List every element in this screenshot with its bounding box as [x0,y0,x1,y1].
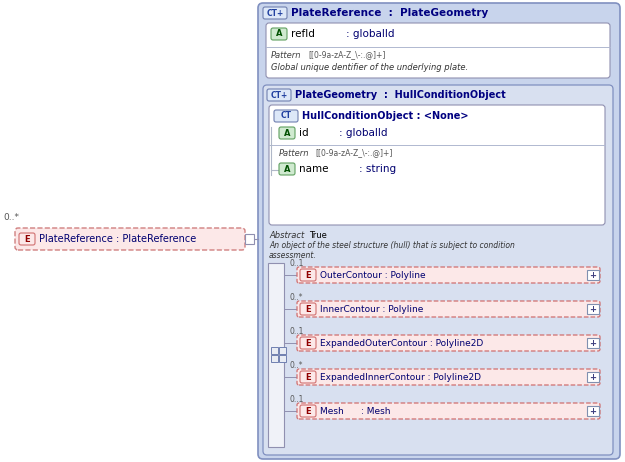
FancyBboxPatch shape [19,233,35,245]
FancyBboxPatch shape [267,89,291,101]
FancyBboxPatch shape [274,110,298,122]
Bar [279,355,286,362]
Text: InnerContour : Polyline: InnerContour : Polyline [320,304,423,314]
Text: Pattern: Pattern [271,50,301,60]
Text: ExpandedOuterContour : Polyline2D: ExpandedOuterContour : Polyline2D [320,339,483,347]
Text: CT: CT [281,111,291,121]
Text: Pattern: Pattern [279,148,309,158]
Text: HullConditionObject : <None>: HullConditionObject : <None> [302,111,469,121]
Text: CT+: CT+ [266,8,284,18]
Text: +: + [589,372,596,382]
FancyBboxPatch shape [297,369,600,385]
Text: E: E [24,235,30,243]
Text: id: id [299,128,309,138]
FancyBboxPatch shape [266,23,610,78]
Text: E: E [305,407,311,415]
Bar [587,338,599,348]
Text: CT+: CT+ [271,91,288,99]
Text: A: A [276,30,282,38]
Text: +: + [589,339,596,347]
Text: An object of the steel structure (hull) that is subject to condition: An object of the steel structure (hull) … [269,242,515,250]
FancyBboxPatch shape [271,28,287,40]
Bar [271,347,278,354]
FancyBboxPatch shape [300,405,316,417]
FancyBboxPatch shape [279,163,295,175]
Text: +: + [589,407,596,415]
Bar [587,406,599,416]
Text: PlateReference : PlateReference: PlateReference : PlateReference [39,234,196,244]
Text: : globalId: : globalId [346,29,394,39]
FancyBboxPatch shape [279,127,295,139]
Bar [279,347,286,354]
Text: [[0-9a-zA-Z_\-:.@]+]: [[0-9a-zA-Z_\-:.@]+] [315,148,392,158]
Text: E: E [305,304,311,314]
FancyBboxPatch shape [263,85,613,455]
Text: +: + [589,304,596,314]
FancyBboxPatch shape [300,303,316,315]
Text: : string: : string [359,164,396,174]
FancyBboxPatch shape [263,7,287,19]
Text: 0..1: 0..1 [289,395,303,403]
Bar [587,304,599,314]
FancyBboxPatch shape [297,267,600,283]
Text: refId: refId [291,29,315,39]
Text: PlateReference  :  PlateGeometry: PlateReference : PlateGeometry [291,8,488,18]
Bar [587,372,599,382]
Text: ExpandedInnerContour : Polyline2D: ExpandedInnerContour : Polyline2D [320,372,481,382]
Text: Abstract: Abstract [269,231,304,239]
Text: 0..*: 0..* [3,213,19,223]
FancyBboxPatch shape [15,228,245,250]
Text: 0..*: 0..* [289,360,302,370]
Text: A: A [284,164,290,174]
Bar [245,234,254,244]
Text: E: E [305,339,311,347]
Text: Global unique dentifier of the underlying plate.: Global unique dentifier of the underlyin… [271,62,468,72]
Text: PlateGeometry  :  HullConditionObject: PlateGeometry : HullConditionObject [295,90,506,100]
Text: +: + [589,270,596,280]
Text: 0..1: 0..1 [289,327,303,335]
Text: [[0-9a-zA-Z_\-:.@]+]: [[0-9a-zA-Z_\-:.@]+] [308,50,386,60]
Text: 0..*: 0..* [289,292,302,302]
Text: OuterContour : Polyline: OuterContour : Polyline [320,270,426,280]
FancyBboxPatch shape [297,403,600,419]
FancyBboxPatch shape [300,337,316,349]
FancyBboxPatch shape [300,269,316,281]
FancyBboxPatch shape [269,105,605,225]
Text: assessment.: assessment. [269,251,317,261]
Bar [268,263,284,447]
FancyBboxPatch shape [300,371,316,383]
Text: E: E [305,270,311,280]
Text: A: A [284,128,290,138]
Text: : globalId: : globalId [339,128,388,138]
Text: Mesh      : Mesh: Mesh : Mesh [320,407,391,415]
FancyBboxPatch shape [297,301,600,317]
Text: 0..1: 0..1 [289,259,303,267]
Text: True: True [309,231,327,239]
Bar [587,270,599,280]
Text: name: name [299,164,329,174]
Bar [271,355,278,362]
FancyBboxPatch shape [297,335,600,351]
FancyBboxPatch shape [258,3,620,459]
Text: E: E [305,372,311,382]
